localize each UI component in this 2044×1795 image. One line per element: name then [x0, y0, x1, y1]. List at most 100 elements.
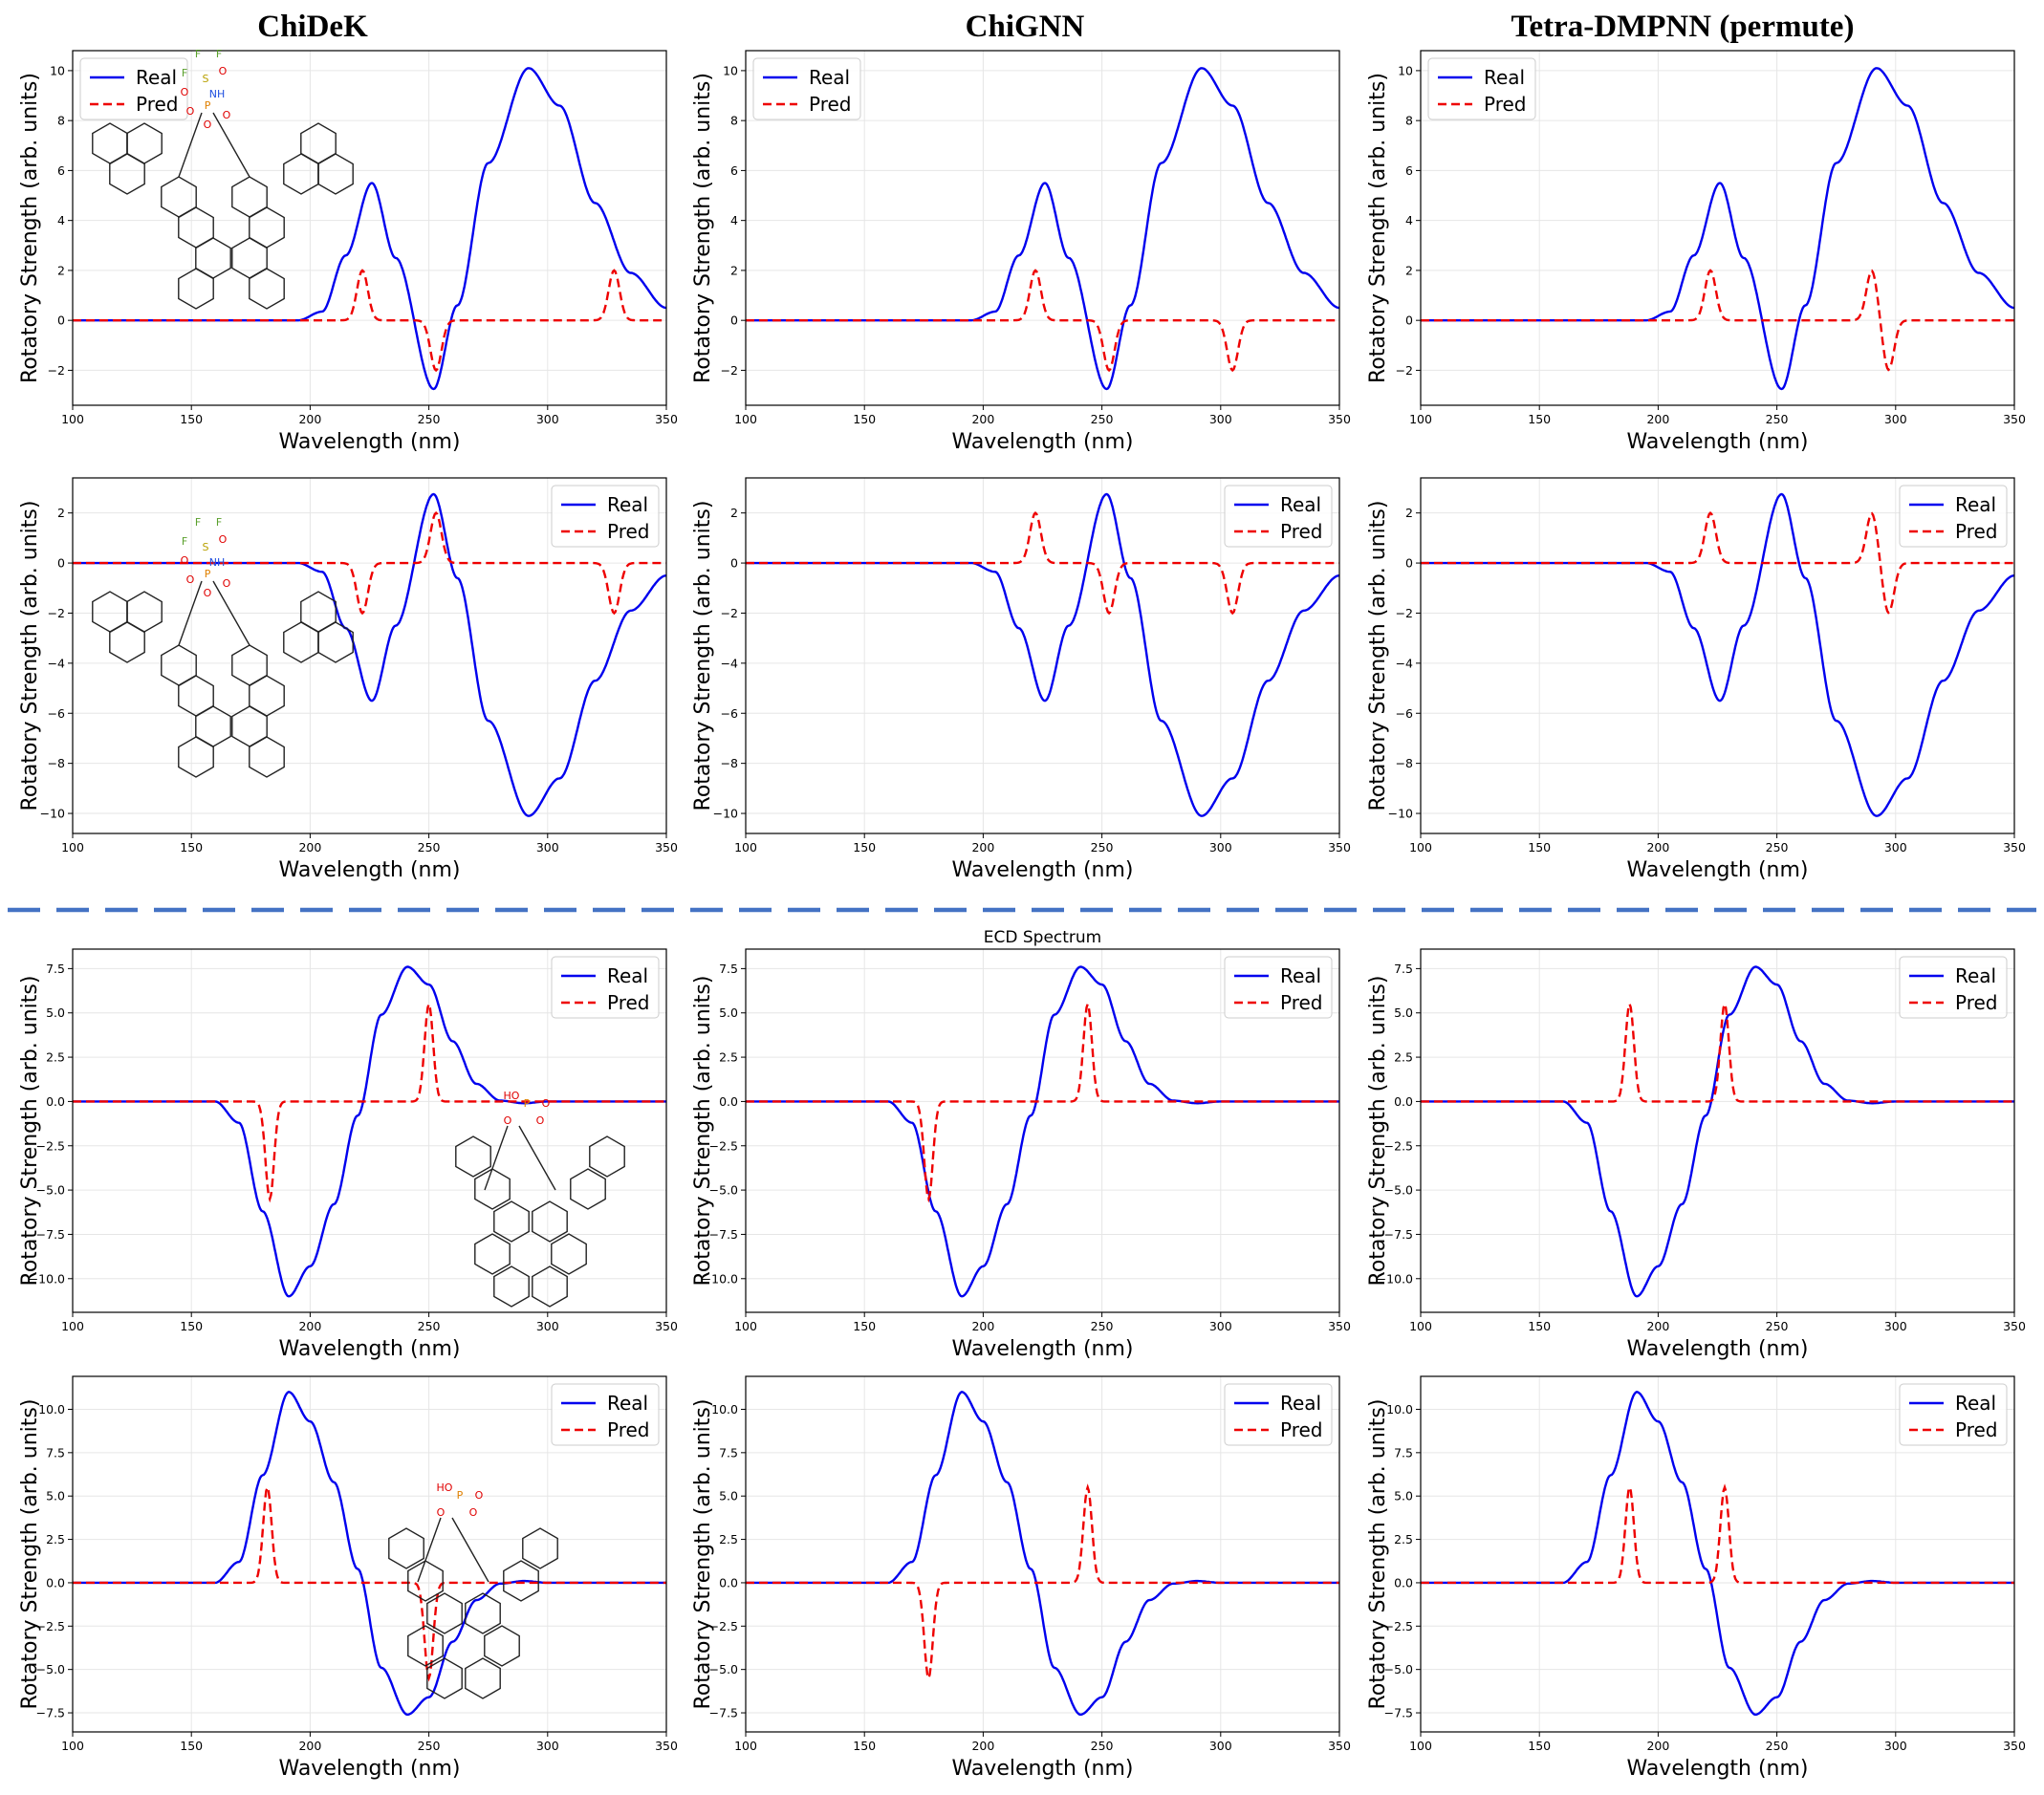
x-tick-label: 300 — [1209, 1739, 1232, 1753]
legend-label-pred: Pred — [607, 1418, 650, 1441]
plot-frame — [72, 1375, 667, 1733]
y-tick-label: 7.5 — [1394, 962, 1413, 976]
x-tick-label: 100 — [1409, 1319, 1432, 1333]
ring — [551, 1233, 587, 1275]
y-tick-label: −2 — [48, 606, 65, 620]
y-tick-label: 5.0 — [1394, 1489, 1413, 1503]
panel-title: ECD Spectrum — [984, 928, 1101, 947]
y-tick-label: 2.5 — [719, 1532, 738, 1546]
ring — [522, 1527, 558, 1569]
series-line-pred — [746, 511, 1339, 616]
bond — [178, 112, 250, 178]
plot-frame — [1420, 1375, 2015, 1733]
y-tick-label: 5.0 — [1394, 1006, 1413, 1020]
y-axis-label: Rotatory Strength (arb. units) — [1366, 73, 1390, 383]
y-tick-label: 10 — [723, 63, 738, 77]
x-tick-label: 300 — [1884, 412, 1907, 426]
plot-frame — [745, 948, 1340, 1313]
y-tick-label: 0 — [730, 314, 738, 328]
plot-frame — [1420, 50, 2015, 406]
legend: Real Pred — [1899, 485, 2008, 548]
legend-label-real: Real — [136, 66, 177, 89]
y-tick-label: −2 — [1396, 363, 1413, 378]
x-tick-label: 250 — [418, 840, 441, 854]
x-tick-label: 100 — [1409, 412, 1432, 426]
x-axis-label: Wavelength (nm) — [951, 1757, 1133, 1781]
y-tick-label: 0.0 — [1394, 1094, 1413, 1109]
panel-r3-c0: 100 150 200 250 300 350 −7.5 −5.0 −2.5 0.0 2.5 5.0 7… — [18, 1375, 678, 1781]
atom-label: O — [181, 86, 189, 98]
plot-frame — [1420, 948, 2015, 1313]
x-axis-label: Wavelength (nm) — [278, 430, 460, 454]
series-line-pred — [746, 1483, 1339, 1682]
x-tick-label: 100 — [734, 1739, 757, 1753]
ring — [570, 1168, 606, 1210]
atom-label: F — [182, 535, 187, 548]
x-tick-label: 200 — [971, 1319, 994, 1333]
y-tick-label: 8 — [730, 114, 738, 128]
y-tick-label: 2.5 — [719, 1050, 738, 1065]
y-tick-label: 2 — [1405, 263, 1413, 277]
atom-label: O — [181, 554, 189, 567]
plot-frame — [72, 477, 667, 834]
legend: Real Pred — [1427, 57, 1536, 120]
series-line-pred — [746, 1000, 1339, 1203]
atom-label: O — [536, 1114, 545, 1127]
y-tick-label: 4 — [1405, 213, 1413, 227]
y-tick-label: 6 — [730, 163, 738, 178]
ring — [178, 736, 214, 778]
x-tick-label: 200 — [1646, 412, 1669, 426]
x-tick-label: 150 — [1528, 1739, 1551, 1753]
legend: Real Pred — [1224, 1383, 1333, 1446]
y-tick-label: −7.5 — [709, 1227, 738, 1242]
x-tick-label: 300 — [1884, 840, 1907, 854]
legend-label-real: Real — [809, 66, 850, 89]
ring — [532, 1265, 568, 1308]
atom-label: O — [469, 1506, 478, 1519]
atom-label: O — [219, 533, 228, 546]
y-tick-label: 2.5 — [1394, 1050, 1413, 1065]
x-tick-label: 100 — [61, 840, 84, 854]
y-tick-label: 5.0 — [719, 1489, 738, 1503]
legend-label-pred: Pred — [1280, 1418, 1323, 1441]
x-tick-label: 100 — [1409, 840, 1432, 854]
legend-label-real: Real — [607, 1392, 648, 1415]
x-tick-label: 250 — [1091, 412, 1114, 426]
y-tick-label: −2.5 — [709, 1138, 738, 1153]
y-tick-label: 2.5 — [46, 1532, 65, 1546]
legend-label-pred: Pred — [1955, 520, 1998, 543]
atom-label: O — [204, 587, 212, 599]
y-tick-label: −5.0 — [1384, 1662, 1413, 1676]
y-tick-label: 0.0 — [1394, 1575, 1413, 1590]
ring — [426, 1657, 463, 1699]
x-tick-label: 100 — [734, 1319, 757, 1333]
ring — [493, 1265, 530, 1308]
y-axis-label: Rotatory Strength (arb. units) — [1366, 976, 1390, 1287]
y-tick-label: −4 — [721, 656, 738, 670]
legend-label-pred: Pred — [1955, 1418, 1998, 1441]
x-tick-label: 350 — [2003, 1739, 2026, 1753]
y-tick-label: −7.5 — [36, 1706, 65, 1720]
atom-label: P — [524, 1097, 531, 1110]
atom-label: S — [203, 73, 209, 85]
y-tick-label: 2 — [57, 506, 65, 520]
atom-label: F — [195, 516, 201, 529]
x-tick-label: 150 — [180, 412, 203, 426]
x-tick-label: 350 — [1328, 1739, 1351, 1753]
x-axis-label: Wavelength (nm) — [1626, 858, 1808, 882]
atom-label: O — [219, 65, 228, 77]
y-axis-label: Rotatory Strength (arb. units) — [691, 501, 715, 811]
y-tick-label: 2 — [730, 506, 738, 520]
x-tick-label: 200 — [971, 1739, 994, 1753]
ring — [474, 1168, 511, 1210]
x-tick-label: 150 — [180, 1739, 203, 1753]
x-tick-label: 350 — [2003, 412, 2026, 426]
x-axis-label: Wavelength (nm) — [278, 858, 460, 882]
x-tick-label: 200 — [971, 412, 994, 426]
y-tick-label: 7.5 — [46, 1445, 65, 1460]
y-axis-label: Rotatory Strength (arb. units) — [691, 73, 715, 383]
y-tick-label: −7.5 — [36, 1227, 65, 1242]
x-tick-label: 350 — [655, 412, 678, 426]
panel-r3-c2: 100 150 200 250 300 350 −7.5 −5.0 −2.5 0.0 2.5 5.0 7… — [1366, 1375, 2026, 1781]
